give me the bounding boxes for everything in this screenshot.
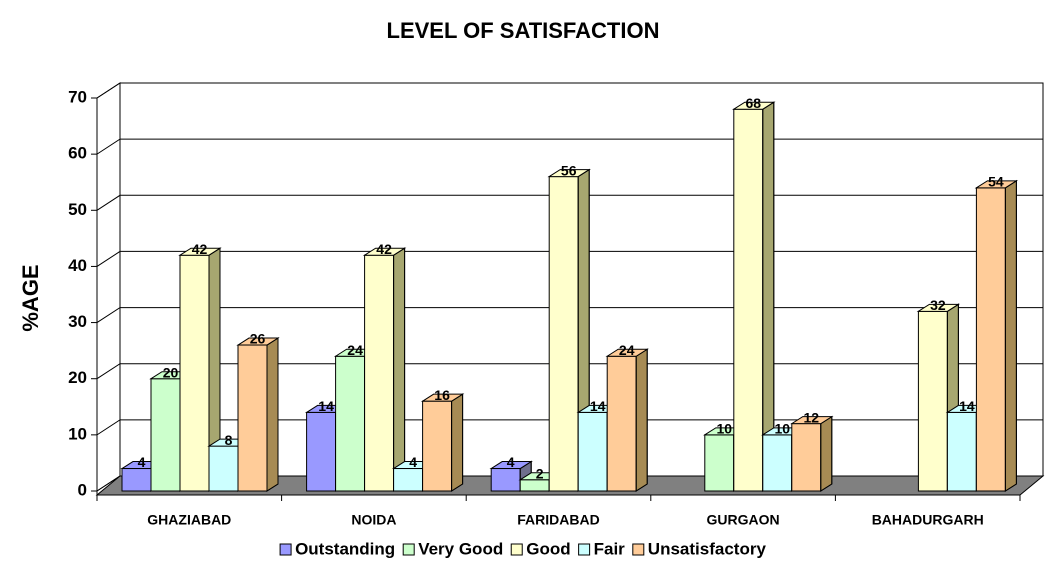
value-label: 42	[376, 241, 392, 257]
value-label: 14	[959, 398, 975, 414]
bar-top	[974, 180, 1019, 189]
bar-front	[422, 400, 453, 492]
bar-top	[547, 169, 591, 178]
value-label: 2	[536, 465, 544, 481]
chart-title: LEVEL OF SATISFACTION	[387, 18, 660, 43]
bar-side-shade	[635, 348, 648, 492]
bar-front	[548, 176, 579, 492]
bar-front	[733, 108, 764, 492]
bar-top	[362, 247, 407, 256]
y-tick-label: 10	[68, 424, 87, 443]
value-label: 14	[590, 398, 606, 414]
bar-front	[208, 445, 239, 492]
y-axis-label: %AGE	[18, 264, 43, 331]
bar-top	[732, 101, 776, 110]
bar-top	[420, 393, 465, 402]
legend-swatch	[402, 543, 415, 556]
bar-side-shade	[266, 337, 279, 492]
bar-front	[946, 411, 977, 492]
bar-front	[237, 344, 268, 492]
legend-label: Outstanding	[295, 539, 395, 558]
bar-top	[236, 337, 280, 346]
bar-front	[791, 423, 822, 492]
legend-label: Good	[526, 539, 570, 558]
legend-label: Very Good	[418, 539, 503, 558]
legend-label: Unsatisfactory	[648, 539, 767, 558]
y-tick-label: 30	[68, 312, 87, 331]
legend-swatch	[578, 543, 591, 556]
side-wall	[96, 82, 121, 492]
bar-side-shade	[1004, 179, 1017, 492]
value-label: 4	[409, 454, 417, 470]
bar-front	[150, 378, 181, 492]
value-label: 56	[561, 162, 577, 178]
x-tick-label: GHAZIABAD	[147, 512, 231, 528]
bar-front	[335, 355, 366, 492]
value-label: 4	[507, 454, 515, 470]
y-tick-label: 70	[68, 87, 87, 106]
value-label: 8	[225, 432, 233, 448]
legend-swatch	[279, 543, 292, 556]
value-label: 20	[163, 364, 179, 380]
value-label: 12	[804, 409, 820, 425]
value-label: 24	[619, 342, 635, 358]
x-tick-label: BAHADURGARH	[872, 512, 984, 528]
y-tick-label: 20	[68, 368, 87, 387]
value-label: 54	[988, 174, 1004, 190]
x-tick-label: NOIDA	[351, 512, 396, 528]
bar-front	[606, 355, 637, 492]
bar-front	[179, 254, 210, 492]
y-tick-label: 40	[68, 256, 87, 275]
value-label: 24	[347, 342, 363, 358]
bar-front	[121, 468, 152, 492]
bar-front	[393, 468, 424, 492]
bar-front	[762, 434, 793, 492]
x-tick-label: GURGAON	[707, 512, 780, 528]
bar-top	[178, 247, 222, 256]
y-tick-label: 0	[78, 480, 87, 499]
value-label: 10	[775, 421, 791, 437]
value-label: 4	[138, 454, 146, 470]
legend-label: Fair	[594, 539, 626, 558]
grid-line	[96, 82, 1043, 99]
bar-side-shade	[820, 415, 833, 492]
legend-swatch	[632, 543, 645, 556]
value-label: 42	[192, 241, 208, 257]
bar-top	[489, 461, 533, 470]
y-tick-label: 60	[68, 144, 87, 163]
bar-front	[364, 254, 395, 492]
bar-front	[306, 411, 337, 492]
bar-front	[917, 310, 948, 492]
bar-side-shade	[451, 393, 464, 492]
bar-front	[577, 411, 608, 492]
legend-swatch	[510, 543, 523, 556]
bar-front	[519, 479, 550, 492]
value-label: 14	[318, 398, 334, 414]
y-tick-label: 50	[68, 200, 87, 219]
bar-side-shade	[393, 247, 406, 492]
value-label: 32	[930, 297, 946, 313]
bar-top	[605, 348, 649, 357]
x-tick-label: FARIDABAD	[517, 512, 599, 528]
bar-front	[704, 434, 735, 492]
value-label: 16	[434, 387, 450, 403]
bar-top	[916, 303, 961, 312]
bar-front	[490, 468, 521, 492]
bar-front	[975, 187, 1006, 492]
value-label: 26	[250, 331, 266, 347]
value-label: 10	[717, 421, 733, 437]
value-label: 68	[746, 95, 762, 111]
bar-top	[790, 416, 834, 425]
